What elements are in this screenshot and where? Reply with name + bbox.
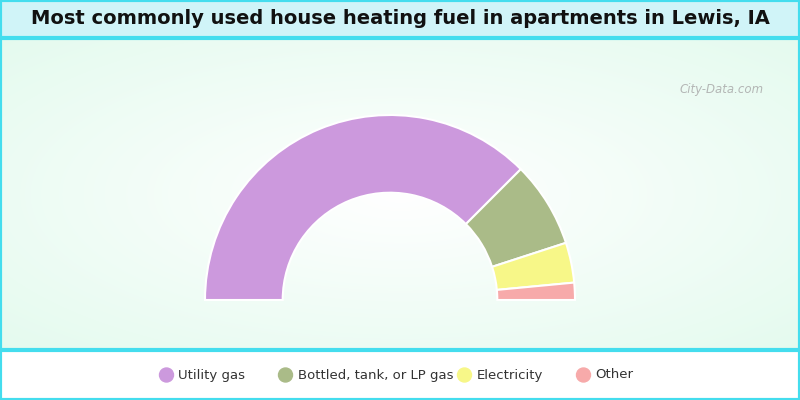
Wedge shape [466, 169, 566, 267]
Bar [0, 0, 800, 38]
Text: City-Data.com: City-Data.com [680, 84, 764, 96]
Wedge shape [205, 115, 521, 300]
Text: Other: Other [595, 368, 634, 382]
Bar [0, 350, 800, 400]
Text: Bottled, tank, or LP gas: Bottled, tank, or LP gas [298, 368, 453, 382]
Circle shape [278, 368, 293, 382]
Circle shape [159, 368, 174, 382]
Text: Most commonly used house heating fuel in apartments in Lewis, IA: Most commonly used house heating fuel in… [30, 10, 770, 28]
Circle shape [458, 368, 471, 382]
Wedge shape [497, 282, 575, 300]
Circle shape [577, 368, 590, 382]
Wedge shape [492, 243, 574, 290]
Text: Electricity: Electricity [477, 368, 543, 382]
Text: Utility gas: Utility gas [178, 368, 246, 382]
